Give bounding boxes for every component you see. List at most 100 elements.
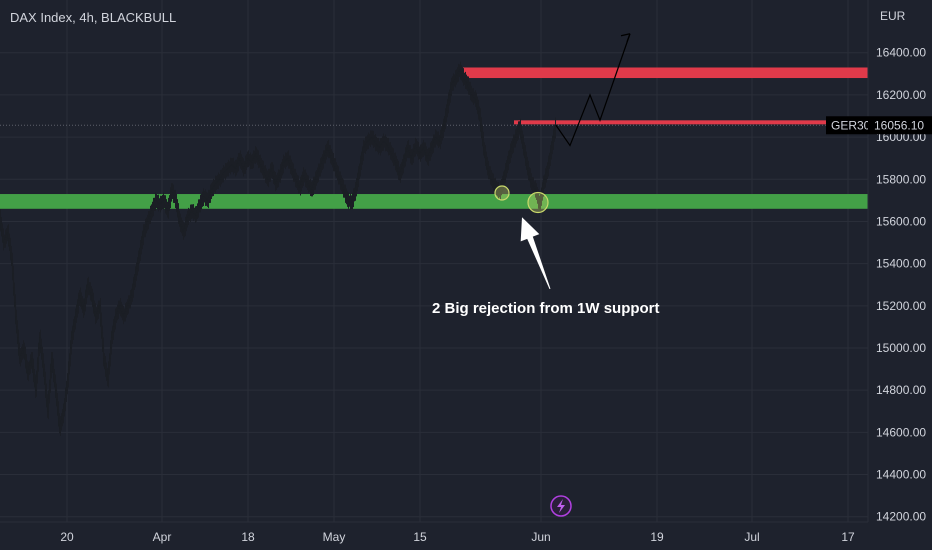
candle-body [323,155,326,159]
candle-body [66,379,69,388]
candle-body [94,311,97,317]
candle-body [513,139,516,143]
candle-body [525,158,528,164]
candle-body [413,148,416,152]
candle-body [524,152,527,159]
candle-body [335,168,338,172]
x-tick-label: 20 [60,530,74,544]
lightning-icon[interactable] [550,495,572,517]
candle-body [197,207,200,210]
candle-body [325,150,328,153]
candle-body [168,200,171,206]
candle-body [332,160,335,164]
candle-body [10,252,13,260]
candle-body [120,308,123,312]
candle-body [342,187,345,190]
candle-body [409,152,412,156]
candle-body [389,149,392,152]
candle-body [75,311,78,317]
candle-body [464,79,467,82]
x-tick-label: Jul [744,530,759,544]
candle-body [396,165,399,169]
candle-body [56,399,59,410]
candle-body [378,146,381,148]
candle-body [541,188,544,195]
candle-body [5,234,8,238]
candle-body [500,185,503,189]
candle-body [225,169,228,171]
candle-body [95,313,98,317]
candle-body [294,176,297,180]
candle-body [189,212,192,215]
candle-body [238,158,241,161]
candle-body [454,78,457,80]
candle-body [536,193,539,198]
candle-body [193,213,196,215]
candle-body [539,199,542,205]
candle-body [97,308,100,312]
candle-body [204,197,207,199]
chart-title: DAX Index, 4h, BLACKBULL [10,10,176,25]
price-axis-panel[interactable] [868,0,932,550]
candle-body [321,160,324,164]
candle-body [232,165,235,167]
candle-body [430,147,433,151]
candle-body [477,107,480,112]
candle-body [51,358,54,367]
candle-body [0,223,3,230]
candle-body [329,152,332,156]
candle-body [209,192,212,196]
candle-body [6,232,9,235]
candle-body [38,337,41,351]
candle-body [532,185,535,187]
candle-body [199,202,202,205]
candle-body [58,418,61,429]
candle-body [349,201,352,203]
candle-body [388,147,391,150]
candle-body [113,321,116,327]
candle-body [468,87,471,90]
time-axis-panel[interactable] [0,522,932,550]
candle-body [467,84,470,87]
candle-body [406,147,409,152]
candle-body [527,168,530,173]
candle-body [87,284,90,288]
candle-body [308,185,311,187]
candle-body [318,168,321,172]
candle-body [521,137,524,143]
candle-body [542,183,545,189]
candle-body [251,160,254,163]
candle-body [309,186,312,189]
y-tick-label: 15800.00 [876,172,926,186]
candle-body [37,350,40,364]
candle-body [15,316,18,327]
candle-body [82,306,85,311]
candle-body [457,71,460,74]
candle-body [533,186,536,189]
zones [0,67,868,209]
last-price-symbol-bg [826,116,868,135]
candle-body [414,145,417,149]
candle-body [76,305,79,312]
candle-body [77,300,80,306]
candle-body [338,176,341,180]
candle-body [498,190,501,192]
candle-body [353,192,356,197]
candle-body [487,168,490,172]
candle-body [23,348,26,355]
candle-body [367,140,370,142]
candle-body [53,374,56,383]
candle-body [149,213,152,217]
candle-body [283,161,286,163]
candle-body [101,332,104,346]
candle-body [499,188,502,192]
candle-body [302,175,305,179]
candle-body [170,189,173,196]
candle-body [187,215,190,218]
candle-body [157,202,160,204]
candle-body [126,305,129,309]
candle-body [331,158,334,161]
